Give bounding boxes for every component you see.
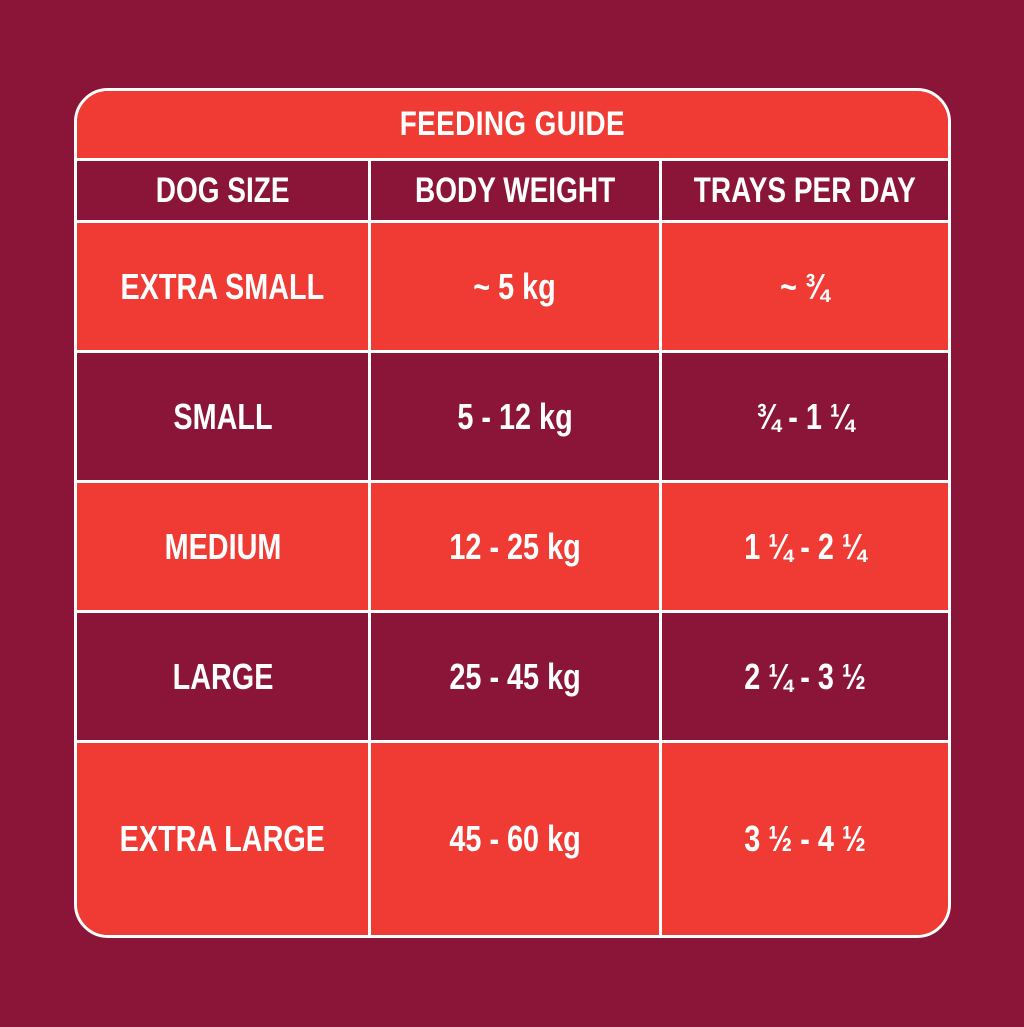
header-trays-per-day: TRAYS PER DAY [659, 158, 948, 220]
header-body-weight: BODY WEIGHT [368, 158, 659, 220]
row-extra-large-size: EXTRA LARGE [77, 740, 368, 935]
header-trays-per-day-label: TRAYS PER DAY [693, 170, 916, 210]
header-dog-size-label: DOG SIZE [155, 170, 290, 210]
row-extra-small-trays: ~ ¾ [659, 220, 948, 350]
row-large-size: LARGE [77, 610, 368, 740]
feeding-guide-table: FEEDING GUIDE DOG SIZE BODY WEIGHT TRAYS… [74, 88, 951, 938]
table-cell: 12 - 25 kg [449, 525, 581, 567]
row-small-size: SMALL [77, 350, 368, 480]
table-cell: LARGE [172, 655, 273, 697]
table-cell: 2 ¼ - 3 ½ [744, 655, 866, 697]
row-medium-trays: 1 ¼ - 2 ¼ [659, 480, 948, 610]
table-title: FEEDING GUIDE [399, 105, 626, 143]
row-large-weight: 25 - 45 kg [368, 610, 659, 740]
row-large-trays: 2 ¼ - 3 ½ [659, 610, 948, 740]
table-cell: SMALL [172, 395, 273, 437]
header-dog-size: DOG SIZE [77, 158, 368, 220]
row-extra-large-trays: 3 ½ - 4 ½ [659, 740, 948, 935]
header-body-weight-label: BODY WEIGHT [414, 170, 616, 210]
table-cell: 25 - 45 kg [449, 655, 581, 697]
row-extra-small-weight: ~ 5 kg [368, 220, 659, 350]
table-cell: EXTRA LARGE [119, 818, 326, 859]
table-cell: 1 ¼ - 2 ¼ [744, 525, 866, 567]
row-extra-small-size: EXTRA SMALL [77, 220, 368, 350]
row-medium-weight: 12 - 25 kg [368, 480, 659, 610]
table-cell: MEDIUM [164, 525, 281, 567]
feeding-grid: DOG SIZE BODY WEIGHT TRAYS PER DAY EXTRA… [77, 158, 948, 935]
row-small-trays: ¾ - 1 ¼ [659, 350, 948, 480]
table-cell: ¾ - 1 ¼ [756, 395, 854, 437]
table-cell: ~ ¾ [780, 265, 830, 307]
row-medium-size: MEDIUM [77, 480, 368, 610]
row-small-weight: 5 - 12 kg [368, 350, 659, 480]
table-cell: EXTRA SMALL [120, 265, 325, 307]
row-extra-large-weight: 45 - 60 kg [368, 740, 659, 935]
table-cell: ~ 5 kg [473, 265, 557, 307]
table-cell: 3 ½ - 4 ½ [744, 818, 866, 859]
table-cell: 5 - 12 kg [457, 395, 573, 437]
table-title-bar: FEEDING GUIDE [77, 91, 948, 158]
table-cell: 45 - 60 kg [449, 818, 581, 859]
